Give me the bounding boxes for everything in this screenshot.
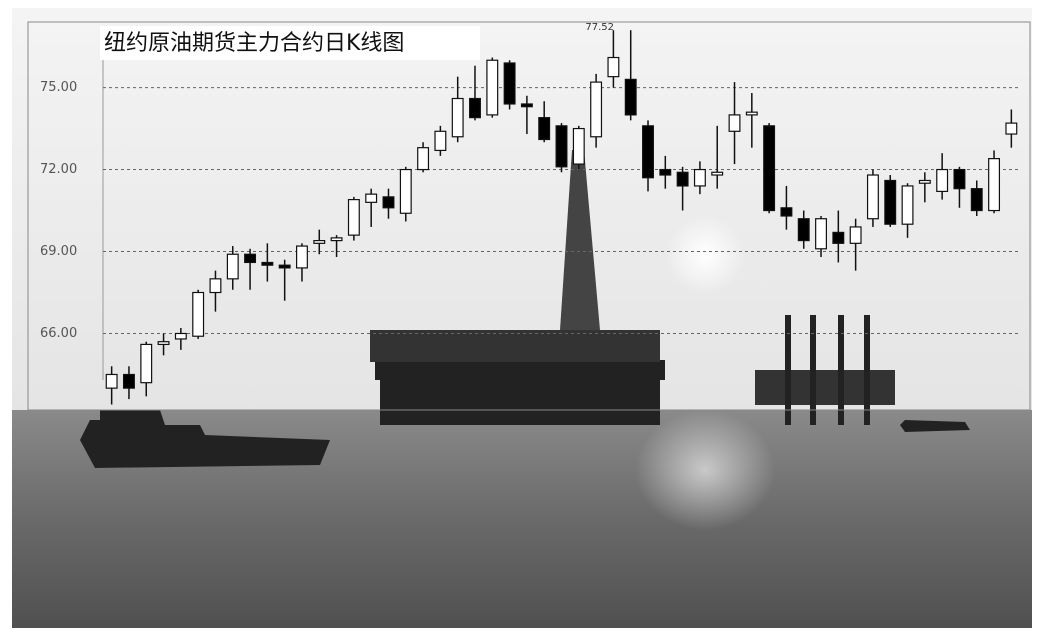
candle-body	[970, 188, 983, 212]
candle-body	[261, 261, 274, 266]
candle-body	[417, 147, 430, 171]
sun-reflection	[635, 410, 775, 530]
candle-body	[953, 168, 966, 190]
candle-body	[244, 253, 257, 264]
candle-body	[624, 78, 637, 116]
candle-body	[105, 373, 118, 389]
y-tick-label: 66.00	[40, 326, 77, 341]
scenery	[80, 150, 970, 468]
candle-body	[226, 253, 239, 280]
annotation: 77.52	[585, 22, 614, 33]
y-tick-label: 72.00	[40, 162, 77, 177]
candle-body	[296, 245, 308, 269]
candle-body	[918, 179, 931, 184]
candle-body	[469, 97, 481, 119]
candle-body	[797, 218, 810, 242]
candle-body	[555, 125, 568, 168]
candle-body	[763, 125, 776, 212]
candle-body	[693, 168, 706, 187]
candle-body	[676, 171, 689, 187]
candle-body	[815, 218, 827, 250]
candle-body	[936, 168, 949, 193]
candle-body	[382, 196, 395, 209]
candle-body	[572, 127, 585, 165]
candle-body	[451, 97, 464, 138]
candle-body	[278, 264, 291, 269]
candle-body	[209, 278, 222, 294]
candle-body	[901, 185, 914, 225]
candle-body	[1005, 122, 1018, 135]
candle-body	[988, 158, 1001, 212]
candle-body	[486, 59, 499, 116]
candle-body	[192, 291, 205, 337]
title-background	[100, 26, 480, 60]
y-tick-label: 75.00	[40, 80, 77, 95]
candle-body	[399, 168, 412, 214]
candle-body	[174, 332, 187, 340]
candle-body	[140, 343, 153, 384]
candle-body	[659, 168, 672, 176]
candle-body	[434, 130, 447, 152]
candle-body	[642, 125, 654, 179]
candle-body	[849, 226, 862, 244]
candle-body	[347, 199, 360, 236]
candle-body	[884, 179, 897, 225]
candle-body	[520, 103, 533, 108]
candle-body	[538, 117, 551, 141]
candle-body	[365, 193, 378, 203]
candle-body	[330, 237, 343, 242]
candle-body	[503, 62, 516, 105]
candle-body	[866, 174, 879, 220]
candle-body	[313, 239, 326, 244]
candle-body	[832, 231, 845, 244]
candle-body	[607, 56, 620, 78]
plot-frame	[27, 21, 1031, 411]
candle-body	[711, 171, 724, 176]
chart-title: 纽约原油期货主力合约日K线图	[104, 31, 404, 56]
candle-body	[780, 207, 793, 217]
candle-body	[745, 111, 758, 116]
y-tick-label: 69.00	[40, 244, 77, 259]
sun	[665, 215, 745, 295]
candle-body	[728, 114, 741, 132]
candle-body	[590, 81, 603, 138]
candle-body	[122, 373, 135, 389]
candle-body	[157, 341, 170, 346]
